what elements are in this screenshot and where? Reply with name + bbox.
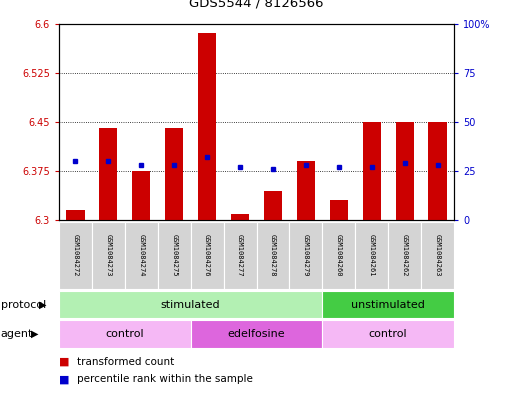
Text: GDS5544 / 8126566: GDS5544 / 8126566 bbox=[189, 0, 324, 10]
Bar bbox=[59, 291, 322, 318]
Bar bbox=[92, 222, 125, 289]
Text: ▶: ▶ bbox=[31, 329, 38, 339]
Text: ■: ■ bbox=[59, 374, 69, 384]
Bar bbox=[224, 222, 256, 289]
Text: GSM1084262: GSM1084262 bbox=[402, 234, 408, 277]
Text: unstimulated: unstimulated bbox=[351, 299, 425, 310]
Text: GSM1084275: GSM1084275 bbox=[171, 234, 177, 277]
Bar bbox=[421, 222, 454, 289]
Bar bbox=[388, 222, 421, 289]
Text: percentile rank within the sample: percentile rank within the sample bbox=[77, 374, 253, 384]
Text: GSM1084278: GSM1084278 bbox=[270, 234, 276, 277]
Bar bbox=[289, 222, 322, 289]
Text: protocol: protocol bbox=[1, 299, 46, 310]
Bar bbox=[59, 320, 191, 348]
Bar bbox=[396, 122, 413, 220]
Text: GSM1084261: GSM1084261 bbox=[369, 234, 374, 277]
Text: stimulated: stimulated bbox=[161, 299, 221, 310]
Bar bbox=[363, 122, 381, 220]
Bar bbox=[297, 161, 315, 220]
Bar bbox=[158, 222, 191, 289]
Bar bbox=[198, 33, 216, 220]
Text: ▶: ▶ bbox=[38, 299, 46, 310]
Text: GSM1084272: GSM1084272 bbox=[72, 234, 78, 277]
Bar bbox=[66, 210, 85, 220]
Bar bbox=[322, 291, 454, 318]
Bar bbox=[191, 222, 224, 289]
Text: GSM1084263: GSM1084263 bbox=[435, 234, 441, 277]
Bar bbox=[330, 200, 348, 220]
Bar bbox=[264, 191, 282, 220]
Text: GSM1084277: GSM1084277 bbox=[237, 234, 243, 277]
Text: GSM1084276: GSM1084276 bbox=[204, 234, 210, 277]
Bar bbox=[59, 222, 92, 289]
Bar bbox=[322, 222, 355, 289]
Text: GSM1084279: GSM1084279 bbox=[303, 234, 309, 277]
Bar bbox=[355, 222, 388, 289]
Text: ■: ■ bbox=[59, 356, 69, 367]
Text: GSM1084274: GSM1084274 bbox=[139, 234, 144, 277]
Bar bbox=[322, 320, 454, 348]
Bar bbox=[428, 122, 447, 220]
Text: control: control bbox=[106, 329, 144, 339]
Text: GSM1084260: GSM1084260 bbox=[336, 234, 342, 277]
Text: agent: agent bbox=[1, 329, 33, 339]
Bar bbox=[132, 171, 150, 220]
Bar bbox=[165, 129, 183, 220]
Text: edelfosine: edelfosine bbox=[228, 329, 285, 339]
Bar bbox=[231, 213, 249, 220]
Bar bbox=[191, 320, 322, 348]
Text: GSM1084273: GSM1084273 bbox=[105, 234, 111, 277]
Bar bbox=[125, 222, 158, 289]
Bar bbox=[256, 222, 289, 289]
Bar bbox=[100, 129, 117, 220]
Text: transformed count: transformed count bbox=[77, 356, 174, 367]
Text: control: control bbox=[369, 329, 407, 339]
